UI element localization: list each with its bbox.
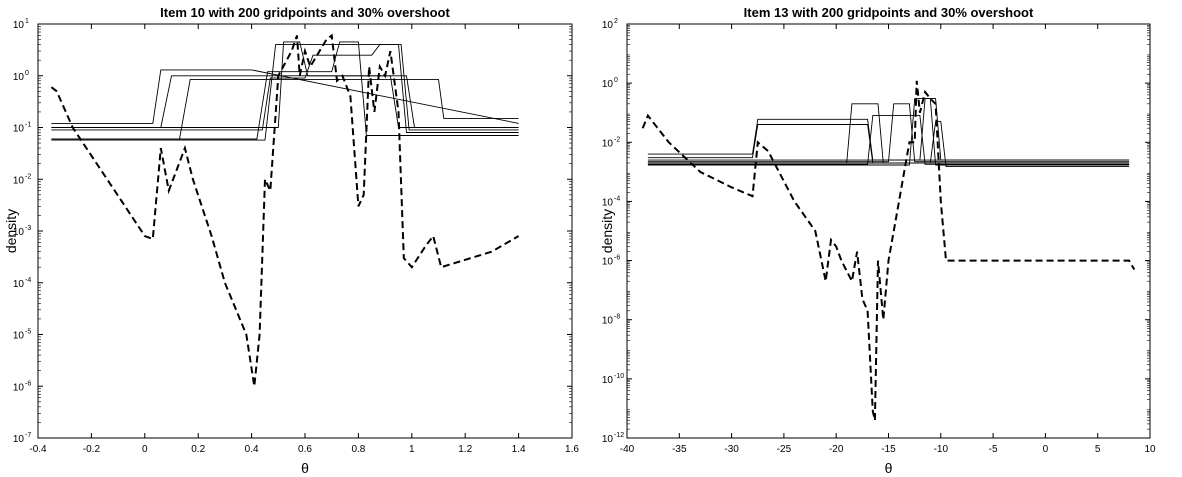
solid-series-line-5 <box>647 103 1130 163</box>
chart-title: Item 13 with 200 gridpoints and 30% over… <box>744 5 1034 20</box>
x-tick-label: 1 <box>409 444 415 455</box>
y-tick-exponent: 0 <box>25 70 29 77</box>
solid-series-line-6 <box>51 44 519 131</box>
dashed-series-line <box>641 80 1136 421</box>
solid-series-line-2 <box>51 75 519 128</box>
plot-frame <box>626 23 1151 439</box>
y-tick-label: 10 <box>13 175 25 186</box>
y-tick-label: 10 <box>13 124 25 135</box>
dashed-series-line <box>50 33 520 387</box>
y-tick-exponent: -2 <box>614 136 620 143</box>
y-tick-exponent: 1 <box>25 18 29 25</box>
y-tick-label: 10 <box>13 434 25 445</box>
y-tick-label: 10 <box>602 20 614 31</box>
x-tick-label: -20 <box>829 444 844 455</box>
solid-series-line-1 <box>51 69 519 124</box>
solid-series-line-7 <box>51 41 519 128</box>
x-tick-label: -30 <box>724 444 739 455</box>
y-tick-exponent: -3 <box>25 225 31 232</box>
y-tick-exponent: -4 <box>25 277 31 284</box>
x-tick-label: 1.6 <box>565 444 579 455</box>
x-axis-label: θ <box>301 460 309 476</box>
y-axis-label: density <box>3 209 19 253</box>
x-tick-label: 0.2 <box>191 444 205 455</box>
right-chart-panel: Item 13 with 200 gridpoints and 30% over… <box>599 5 1156 476</box>
x-tick-label: 0.8 <box>351 444 365 455</box>
x-tick-label: -35 <box>672 444 687 455</box>
x-tick-label: 0.6 <box>298 444 312 455</box>
y-tick-label: 10 <box>602 316 614 327</box>
y-tick-exponent: -7 <box>25 432 31 439</box>
x-axis-label: θ <box>885 460 893 476</box>
y-tick-exponent: 2 <box>614 18 618 25</box>
x-tick-label: -0.2 <box>83 444 101 455</box>
solid-series-line-5 <box>51 41 519 140</box>
x-tick-label: -0.4 <box>29 444 47 455</box>
x-tick-label: 1.2 <box>458 444 472 455</box>
y-tick-label: 10 <box>602 434 614 445</box>
y-tick-label: 10 <box>13 382 25 393</box>
y-tick-label: 10 <box>13 279 25 290</box>
x-tick-label: -40 <box>620 444 635 455</box>
x-tick-label: 5 <box>1095 444 1101 455</box>
axis-ticks: -0.4 -0.2 0 0.2 0.4 0.6 0.8 1 1.2 1.4 1.610 -710 -61… <box>13 18 580 455</box>
x-tick-label: 0 <box>1043 444 1049 455</box>
y-tick-exponent: -5 <box>25 329 31 336</box>
y-tick-label: 10 <box>13 20 25 31</box>
y-tick-exponent: -1 <box>25 122 31 129</box>
x-tick-label: 0 <box>142 444 148 455</box>
y-tick-label: 10 <box>602 197 614 208</box>
y-tick-label: 10 <box>13 331 25 342</box>
y-axis-label: density <box>599 209 615 253</box>
x-tick-label: 0.4 <box>245 444 259 455</box>
y-tick-label: 10 <box>602 375 614 386</box>
solid-series-line-8 <box>647 121 1130 168</box>
y-tick-exponent: -6 <box>25 380 31 387</box>
y-tick-exponent: -10 <box>614 373 624 380</box>
y-tick-exponent: -4 <box>614 195 620 202</box>
x-tick-label: -25 <box>777 444 792 455</box>
x-tick-label: -5 <box>989 444 998 455</box>
x-tick-label: 1.4 <box>512 444 526 455</box>
x-tick-label: 10 <box>1144 444 1156 455</box>
y-tick-exponent: -6 <box>614 255 620 262</box>
y-tick-label: 10 <box>602 138 614 149</box>
y-tick-label: 10 <box>13 227 25 238</box>
y-tick-exponent: 0 <box>614 77 618 84</box>
solid-series-line-6 <box>647 98 1130 161</box>
y-tick-exponent: -8 <box>614 314 620 321</box>
y-tick-exponent: -12 <box>614 432 624 439</box>
solid-series-line-4 <box>51 44 519 141</box>
y-tick-exponent: -2 <box>25 173 31 180</box>
series-group <box>641 80 1136 421</box>
solid-series-line-7 <box>647 98 1130 166</box>
y-tick-label: 10 <box>602 79 614 90</box>
x-tick-label: -15 <box>881 444 896 455</box>
plot-frame <box>37 23 573 439</box>
series-group <box>50 33 520 387</box>
left-chart-panel: Item 10 with 200 gridpoints and 30% over… <box>3 5 579 476</box>
x-tick-label: -10 <box>934 444 949 455</box>
y-tick-label: 10 <box>602 257 614 268</box>
solid-series-line-4 <box>647 115 1130 165</box>
y-tick-label: 10 <box>13 72 25 83</box>
chart-title: Item 10 with 200 gridpoints and 30% over… <box>160 5 450 20</box>
solid-series-line-1 <box>647 118 1130 161</box>
